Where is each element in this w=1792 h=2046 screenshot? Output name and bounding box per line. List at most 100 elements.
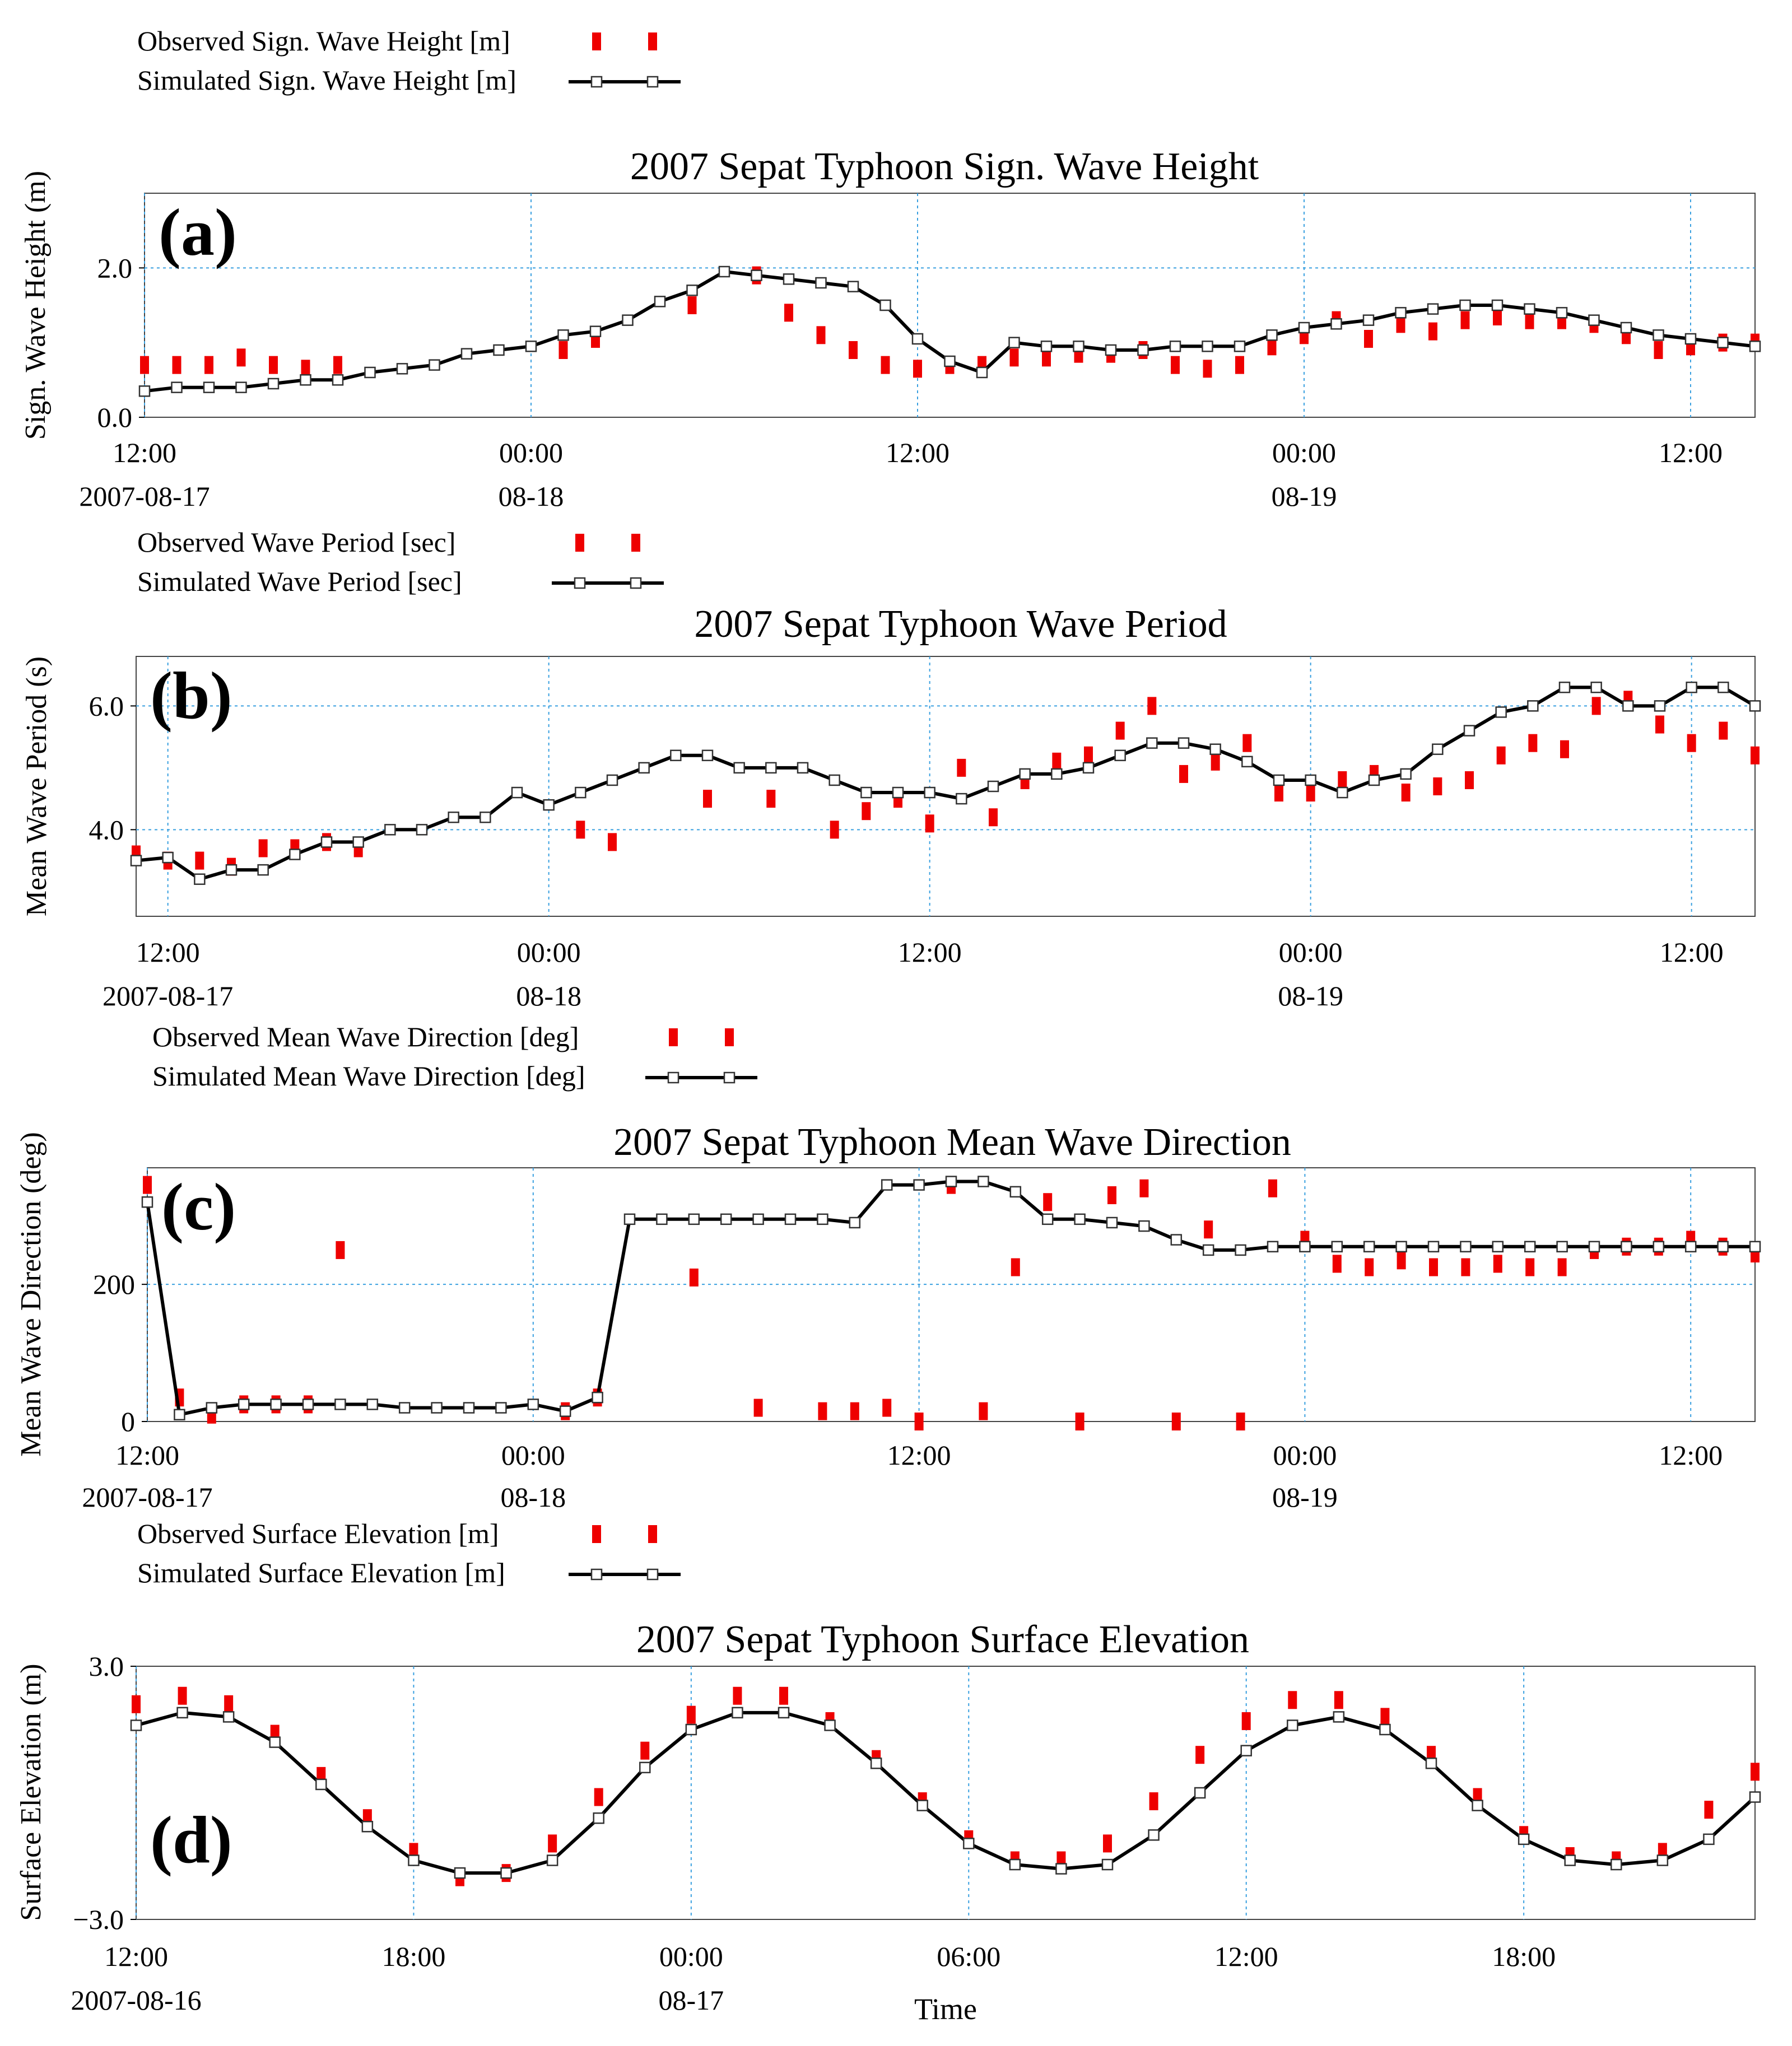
x-tick-date-label: 08-17: [659, 1984, 724, 2016]
x-tick-label: 18:00: [381, 1941, 445, 1972]
simulated-point: [987, 780, 999, 793]
simulated-point: [797, 762, 809, 774]
simulated-point: [1169, 341, 1181, 352]
observed-point: [1429, 1258, 1438, 1276]
x-tick-date-label: 08-19: [1278, 980, 1343, 1012]
simulated-point: [765, 762, 777, 774]
observed-point: [1365, 1258, 1374, 1276]
simulated-line: [136, 686, 1756, 881]
simulated-point: [1427, 1241, 1440, 1253]
simulated-point: [1459, 299, 1471, 311]
simulated-point: [870, 1758, 882, 1769]
observed-point: [687, 296, 697, 314]
observed-point: [1139, 1179, 1149, 1197]
simulated-point: [1590, 681, 1602, 693]
legend-simulated-marker: [590, 1568, 603, 1581]
simulated-point: [849, 1217, 861, 1229]
observed-point: [269, 356, 278, 374]
legend-simulated-label: Simulated Sign. Wave Height [m]: [137, 64, 516, 96]
simulated-point: [500, 1867, 512, 1879]
simulated-point: [511, 786, 523, 799]
legend-simulated-marker: [667, 1071, 679, 1084]
legend-simulated-label: Simulated Wave Period [sec]: [137, 566, 462, 597]
observed-point: [1204, 1220, 1213, 1239]
simulated-point: [352, 836, 364, 848]
simulated-point: [222, 1711, 235, 1723]
observed-point: [1433, 777, 1442, 795]
legend-observed-marker: [592, 1525, 601, 1543]
simulated-point: [1082, 762, 1095, 774]
observed-point: [1428, 322, 1437, 341]
observed-point: [1496, 746, 1506, 765]
observed-point: [1043, 1193, 1053, 1211]
legend-simulated-marker: [646, 76, 659, 88]
simulated-point: [1333, 1711, 1345, 1723]
simulated-point: [1148, 1829, 1160, 1841]
observed-point: [1525, 1258, 1535, 1276]
observed-point: [1397, 1251, 1406, 1270]
simulated-point: [1588, 314, 1600, 326]
simulated-point: [1287, 1719, 1298, 1731]
simulated-point: [448, 811, 459, 823]
simulated-point: [1654, 700, 1666, 712]
observed-point: [1591, 697, 1601, 715]
simulated-point: [1041, 1213, 1054, 1225]
x-tick-label: 12:00: [886, 437, 949, 468]
simulated-point: [1717, 337, 1729, 348]
observed-point: [1268, 1179, 1277, 1197]
simulated-point: [847, 281, 859, 292]
observed-point: [1332, 1255, 1342, 1273]
observed-point: [1075, 1413, 1084, 1430]
simulated-point: [543, 799, 555, 811]
observed-point: [1654, 341, 1663, 359]
observed-point: [1052, 752, 1062, 771]
simulated-point: [1267, 1241, 1279, 1253]
observed-point: [608, 833, 617, 851]
observed-point: [862, 802, 871, 821]
observed-point: [1655, 715, 1664, 734]
observed-point: [1460, 311, 1470, 329]
simulated-point: [751, 269, 762, 281]
simulated-point: [784, 1213, 797, 1225]
simulated-series-a: [138, 265, 1761, 397]
simulated-point: [1019, 768, 1031, 780]
y-tick-label: −3.0: [73, 1904, 124, 1935]
simulated-point: [593, 1812, 604, 1824]
observed-point: [1719, 721, 1728, 740]
simulated-point: [1234, 341, 1246, 352]
plot-area: [147, 1167, 1756, 1422]
chart-title: 2007 Sepat Typhoon Mean Wave Direction: [613, 1121, 1291, 1164]
x-tick-label: 12:00: [136, 936, 200, 968]
panel-b: Observed Wave Period [sec] Simulated Wave…: [21, 526, 1761, 1012]
observed-point: [1241, 1712, 1251, 1730]
simulated-point: [1240, 1745, 1252, 1756]
y-tick-label: 0.0: [97, 402, 133, 433]
x-tick-label: 00:00: [517, 936, 581, 968]
plot-area: [136, 656, 1756, 917]
observed-point: [1687, 734, 1696, 752]
observed-point: [1042, 348, 1051, 367]
legend-simulated-marker: [574, 577, 586, 589]
simulated-point: [654, 296, 666, 307]
simulated-point: [1518, 1833, 1530, 1845]
chart-title: 2007 Sepat Typhoon Wave Period: [694, 603, 1227, 646]
x-tick-date-label: 2007-08-17: [103, 980, 233, 1012]
observed-point: [1396, 315, 1405, 333]
simulated-point: [911, 333, 924, 345]
simulated-point: [480, 811, 491, 823]
simulated-point: [1492, 1241, 1504, 1253]
simulated-point: [978, 1176, 989, 1187]
simulated-point: [720, 1213, 732, 1225]
observed-point: [333, 356, 342, 374]
y-tick-label: 200: [93, 1269, 135, 1300]
x-tick-label: 06:00: [937, 1941, 1000, 1972]
y-axis-label: Sign. Wave Height (m): [20, 171, 52, 440]
simulated-point: [1137, 344, 1149, 356]
simulated-point: [429, 359, 440, 371]
panel-a: Observed Sign. Wave Height [m] Simulated …: [20, 25, 1761, 512]
simulated-series-c: [141, 1176, 1761, 1421]
simulated-point: [194, 873, 206, 885]
simulated-point: [1395, 307, 1407, 319]
simulated-series-b: [130, 681, 1761, 885]
x-tick-label: 12:00: [104, 1941, 168, 1972]
